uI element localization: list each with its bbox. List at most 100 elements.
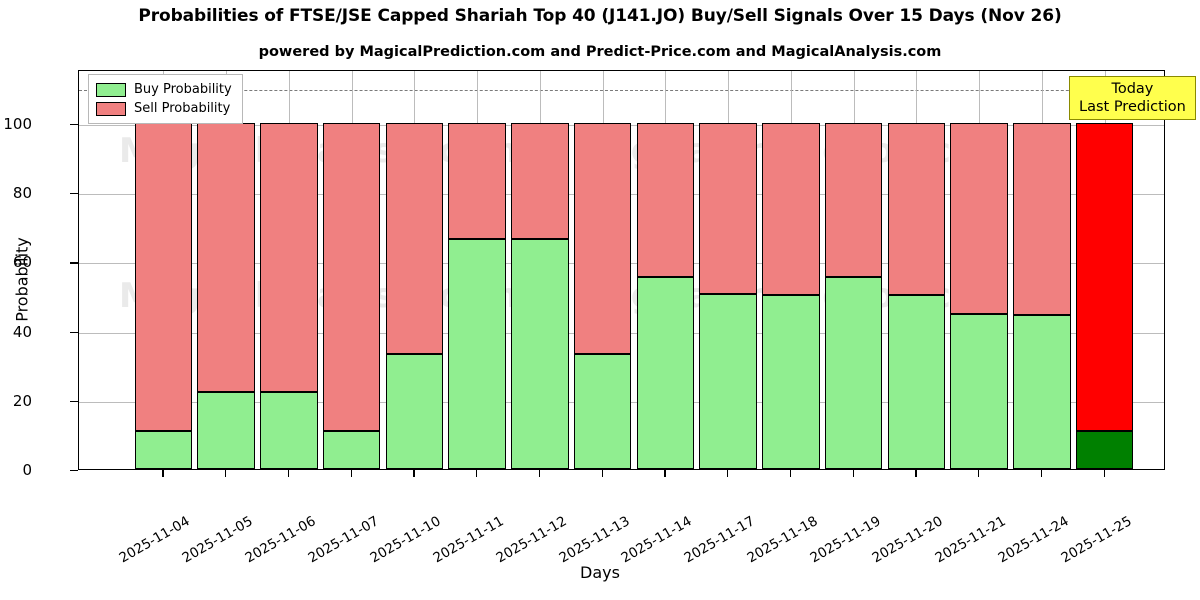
y-axis-tick-mark — [70, 331, 78, 333]
bar-group[interactable] — [134, 123, 193, 469]
x-axis-tick-label: 2025-11-21 — [932, 513, 1009, 567]
bar-group[interactable] — [1013, 123, 1071, 469]
bar-segment-buy[interactable] — [1013, 314, 1071, 469]
chart-title: Probabilities of FTSE/JSE Capped Shariah… — [138, 6, 1062, 26]
bar-layer — [79, 71, 1164, 469]
bar-segment-buy[interactable] — [1075, 430, 1134, 469]
y-axis-tick-label: 20 — [12, 391, 32, 410]
x-axis-tick-mark — [915, 470, 917, 477]
bar-segment-sell[interactable] — [824, 123, 883, 277]
x-axis-tick-mark — [350, 470, 352, 477]
legend-label-sell: Sell Probability — [134, 101, 231, 116]
x-axis-tick-label: 2025-11-10 — [367, 513, 444, 567]
bar-segment-sell[interactable] — [1013, 123, 1071, 315]
today-annotation-line1: Today — [1111, 81, 1154, 97]
x-axis-tick-label: 2025-11-04 — [116, 513, 193, 567]
bar-group[interactable] — [887, 123, 946, 469]
legend-swatch-buy — [96, 82, 126, 97]
x-axis-tick-mark — [538, 470, 541, 477]
bar-segment-sell[interactable] — [950, 123, 1008, 314]
y-axis-tick-label: 0 — [22, 461, 32, 479]
x-axis-tick-mark — [664, 470, 666, 477]
bar-segment-sell[interactable] — [762, 123, 820, 295]
y-axis-tick-mark — [70, 124, 78, 126]
bar-segment-buy[interactable] — [824, 276, 883, 469]
bar-group[interactable] — [385, 123, 444, 469]
bar-segment-buy[interactable] — [322, 430, 381, 469]
bar-group[interactable] — [636, 123, 695, 469]
y-axis-tick-mark — [70, 262, 78, 264]
x-axis-tick-mark — [789, 470, 792, 477]
bar-segment-sell[interactable] — [887, 123, 946, 295]
plot-area: MagicalAnalysis.comMagicalPrediction.com… — [78, 70, 1165, 470]
bar-segment-buy[interactable] — [385, 353, 444, 469]
bar-group[interactable] — [762, 123, 820, 469]
y-axis-tick-label: 80 — [12, 184, 32, 203]
bar-group[interactable] — [1075, 123, 1134, 469]
bar-segment-buy[interactable] — [448, 239, 506, 469]
bar-group[interactable] — [448, 123, 506, 469]
bar-segment-sell[interactable] — [197, 123, 255, 393]
bar-segment-buy[interactable] — [887, 294, 946, 469]
bar-segment-buy[interactable] — [134, 430, 193, 469]
bar-segment-sell[interactable] — [636, 123, 695, 277]
y-axis-tick-mark — [70, 400, 78, 402]
bar-segment-sell[interactable] — [573, 123, 632, 355]
x-axis-tick-label: 2025-11-13 — [556, 513, 633, 567]
y-axis-tick-label: 100 — [3, 115, 32, 133]
bar-segment-buy[interactable] — [699, 293, 757, 469]
bar-group[interactable] — [322, 123, 381, 469]
today-annotation: Today Last Prediction — [1069, 76, 1196, 120]
bar-group[interactable] — [824, 123, 883, 469]
chart-subtitle: powered by MagicalPrediction.com and Pre… — [258, 44, 942, 60]
x-axis-tick-mark — [852, 470, 854, 477]
x-axis-tick-label: 2025-11-07 — [305, 513, 382, 567]
bar-segment-sell[interactable] — [511, 123, 569, 240]
bar-segment-sell[interactable] — [385, 123, 444, 354]
chart-legend: Buy Probability Sell Probability — [88, 74, 243, 124]
today-annotation-line2: Last Prediction — [1079, 99, 1186, 115]
bar-group[interactable] — [699, 123, 757, 469]
bar-segment-sell[interactable] — [134, 123, 193, 431]
bar-group[interactable] — [260, 123, 318, 469]
bar-group[interactable] — [197, 123, 255, 469]
x-axis-tick-label: 2025-11-20 — [869, 513, 946, 567]
x-axis-tick-mark — [413, 470, 415, 477]
x-axis-tick-label: 2025-11-14 — [618, 513, 695, 567]
x-axis-tick-mark — [1103, 470, 1105, 477]
x-axis-label: Days — [580, 563, 620, 582]
bar-segment-buy[interactable] — [762, 294, 820, 469]
bar-segment-buy[interactable] — [197, 392, 255, 469]
x-axis-tick-mark — [601, 470, 603, 477]
bar-group[interactable] — [573, 123, 632, 469]
bar-segment-sell[interactable] — [448, 123, 506, 240]
bar-group[interactable] — [511, 123, 569, 469]
x-axis-tick-mark — [1040, 470, 1043, 477]
x-axis-tick-label: 2025-11-18 — [744, 513, 821, 567]
x-axis-tick-mark — [162, 470, 164, 477]
x-axis-tick-label: 2025-11-17 — [681, 513, 758, 567]
bar-group[interactable] — [950, 123, 1008, 469]
x-axis-tick-mark — [225, 470, 227, 477]
legend-label-buy: Buy Probability — [134, 82, 232, 97]
bar-segment-buy[interactable] — [636, 276, 695, 469]
y-axis-tick-mark — [70, 193, 78, 195]
y-axis-tick-label: 40 — [12, 322, 32, 341]
x-axis-tick-label: 2025-11-11 — [430, 513, 507, 567]
bar-segment-sell[interactable] — [699, 123, 757, 294]
bar-segment-buy[interactable] — [511, 239, 569, 469]
reference-dashed-line — [79, 90, 1164, 92]
bar-segment-sell[interactable] — [322, 123, 381, 431]
y-axis-label: Probability — [12, 237, 32, 322]
bar-segment-buy[interactable] — [573, 354, 632, 469]
bar-segment-buy[interactable] — [260, 392, 318, 469]
y-axis-tick-label: 60 — [12, 253, 32, 272]
y-axis-tick-mark — [70, 470, 78, 472]
x-axis-tick-label: 2025-11-05 — [179, 513, 256, 567]
bar-segment-sell[interactable] — [260, 123, 318, 393]
legend-swatch-sell — [96, 101, 126, 116]
bar-segment-buy[interactable] — [950, 314, 1008, 469]
x-axis-tick-mark — [287, 470, 290, 477]
x-axis-tick-label: 2025-11-19 — [807, 513, 884, 567]
bar-segment-sell[interactable] — [1075, 123, 1134, 431]
